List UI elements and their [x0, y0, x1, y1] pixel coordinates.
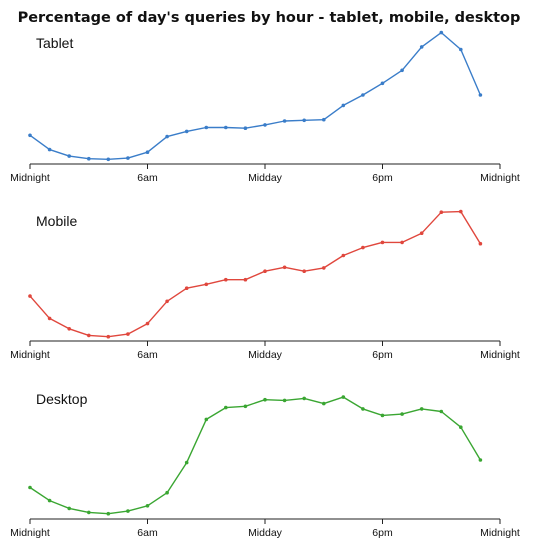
data-point [400, 240, 404, 245]
series-line-mobile [29, 210, 481, 338]
data-point [184, 286, 189, 291]
data-point [380, 81, 385, 86]
x-tick-label: Midday [248, 172, 283, 184]
data-point [282, 265, 287, 270]
data-point [302, 118, 307, 123]
data-point [439, 30, 444, 35]
data-point [204, 125, 209, 130]
data-point [380, 413, 385, 418]
x-tick-label: Midday [248, 349, 283, 361]
data-point [478, 93, 483, 97]
data-point [126, 509, 130, 513]
data-point [361, 245, 365, 250]
data-point [126, 332, 130, 336]
data-point [478, 241, 483, 246]
data-point [184, 129, 189, 134]
data-point [459, 47, 463, 52]
data-point [106, 157, 111, 162]
data-point [126, 156, 130, 160]
series-line-tablet [29, 31, 482, 161]
x-tick-label: 6pm [372, 349, 393, 361]
data-point [302, 269, 307, 274]
data-point [439, 210, 444, 214]
data-point [145, 504, 150, 508]
x-tick-label: Midday [248, 527, 283, 539]
panel-label-desktop: Desktop [36, 391, 88, 407]
x-tick-label: Midnight [480, 349, 520, 361]
data-point [106, 334, 111, 339]
data-point [419, 45, 424, 49]
x-tick-label: 6am [137, 349, 158, 361]
x-tick-label: 6pm [372, 527, 393, 539]
data-point [263, 123, 267, 127]
panel-mobile: Mobile Midnight 6am Midday 6pm Midnight [10, 209, 520, 361]
data-point [282, 398, 287, 403]
panel-label-mobile: Mobile [36, 213, 77, 229]
x-tick-label: Midnight [10, 172, 50, 184]
data-point [184, 460, 189, 465]
data-point [478, 458, 483, 462]
data-point [439, 409, 444, 414]
data-point [145, 321, 150, 326]
data-point [224, 277, 228, 282]
data-point [165, 490, 169, 495]
data-point [322, 117, 326, 122]
data-point [400, 412, 404, 416]
data-point [224, 405, 228, 410]
data-point [419, 231, 424, 235]
data-point [400, 68, 404, 73]
data-point [322, 401, 326, 406]
data-point [106, 511, 111, 516]
panel-label-tablet: Tablet [36, 35, 73, 51]
data-point [361, 93, 365, 97]
x-tick-label: 6am [137, 172, 158, 184]
panel-tablet: Tablet Midnight 6am Midday 6pm Midnight [10, 30, 520, 184]
data-point [380, 240, 385, 245]
data-point [165, 134, 169, 139]
data-point [87, 156, 91, 161]
data-point [87, 510, 91, 515]
data-point [67, 506, 71, 511]
data-point [243, 126, 248, 130]
x-tick-label: 6pm [372, 172, 393, 184]
x-tick-label: Midnight [480, 527, 520, 539]
data-point [204, 417, 209, 422]
data-point [67, 327, 71, 331]
data-point [165, 299, 169, 304]
data-point [224, 125, 228, 130]
data-point [67, 154, 71, 158]
chart-title: Percentage of day's queries by hour - ta… [18, 10, 521, 26]
data-point [87, 333, 91, 338]
data-point [263, 397, 267, 402]
data-point [47, 147, 52, 152]
x-tick-label: Midnight [480, 172, 520, 184]
data-point [204, 282, 209, 287]
data-point [47, 498, 52, 503]
data-point [243, 277, 248, 282]
data-point [145, 150, 150, 154]
data-point [361, 407, 365, 411]
data-point [322, 266, 326, 270]
data-point [341, 253, 346, 258]
data-point [243, 404, 248, 409]
data-point [47, 316, 52, 321]
data-point [282, 119, 287, 123]
x-tick-label: Midnight [10, 349, 50, 361]
data-point [459, 425, 463, 430]
data-point [341, 395, 346, 399]
data-point [28, 294, 32, 298]
data-point [28, 485, 32, 490]
data-point [302, 396, 307, 401]
data-point [459, 209, 463, 214]
data-point [341, 103, 346, 108]
data-point [263, 269, 267, 274]
series-line-desktop [29, 396, 482, 515]
data-point [28, 133, 32, 138]
x-tick-label: Midnight [10, 527, 50, 539]
x-tick-label: 6am [137, 527, 158, 539]
panel-desktop: Desktop Midnight 6am Midday 6pm Midnight [10, 391, 520, 539]
data-point [419, 407, 424, 411]
